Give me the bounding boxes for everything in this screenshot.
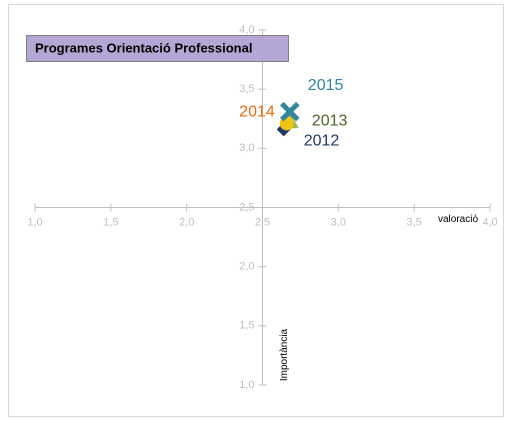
y-tick-label: 3,0 (239, 142, 254, 154)
y-tick-label: 2,0 (239, 261, 254, 273)
data-label: 2014 (239, 104, 275, 121)
data-label: 2013 (312, 112, 348, 129)
y-tick-label: 3,5 (239, 83, 254, 95)
y-tick-label: 2,5 (239, 201, 254, 213)
y-tick-label: 1,5 (239, 320, 254, 332)
title-box (26, 35, 289, 62)
x-tick-label: 1,5 (103, 216, 118, 228)
chart-title: Programes Orientació Professional (35, 40, 252, 55)
x-tick-label: 3,0 (331, 216, 346, 228)
x-tick-label: 2,0 (179, 216, 194, 228)
x-tick-label: 2,5 (255, 216, 270, 228)
data-label: 2012 (304, 133, 340, 150)
point (280, 101, 300, 122)
x-tick-label: 4,0 (482, 216, 497, 228)
chart-frame (8, 4, 504, 417)
y-axis-label: Importància (279, 328, 290, 381)
x-tick-label: 3,5 (407, 216, 422, 228)
y-tick-label: 4,0 (239, 24, 254, 36)
x-tick-label: 1,0 (27, 216, 42, 228)
data-label: 2015 (308, 77, 344, 94)
y-tick-label: 1,0 (239, 379, 254, 391)
x-axis-label: valoració (438, 214, 478, 225)
